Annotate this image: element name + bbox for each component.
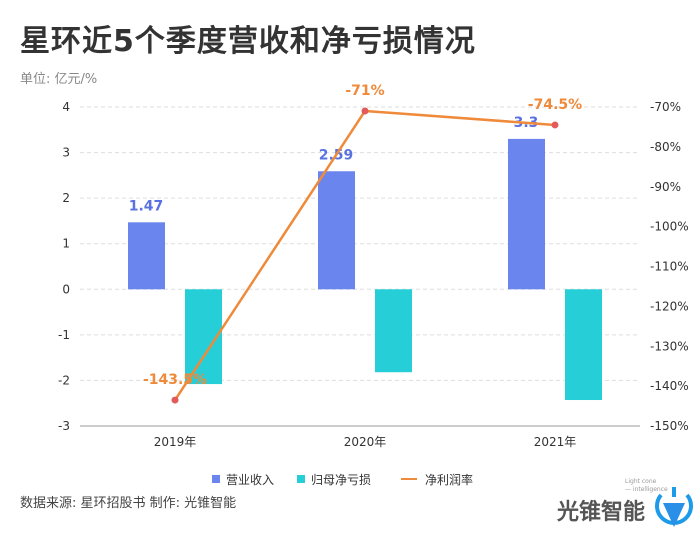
logo: Light cone — intelligence 光锥智能 xyxy=(556,478,693,527)
line-net-margin xyxy=(173,109,556,401)
y-left-tick-label: 1 xyxy=(62,237,70,251)
x-tick-label: 2020年 xyxy=(344,435,387,449)
point-net-margin xyxy=(171,396,179,404)
y-right-tick-label: -110% xyxy=(650,260,689,274)
y-right-tick-label: -140% xyxy=(650,379,689,393)
y-left-tick-label: 4 xyxy=(62,100,70,114)
data-label-net-margin: -74.5% xyxy=(528,97,582,113)
y-right-tick-label: -130% xyxy=(650,339,689,353)
y-right-tick-label: -90% xyxy=(650,180,681,194)
data-label-net-margin: -143.5% xyxy=(143,372,207,388)
y-right-tick-label: -150% xyxy=(650,419,689,433)
bar-revenue xyxy=(508,138,545,290)
y-left-tick-label: -2 xyxy=(58,373,70,387)
logo-wordmark: 光锥智能 xyxy=(556,499,645,525)
y-right-tick-label: -80% xyxy=(650,140,681,154)
bar-revenue xyxy=(318,171,355,290)
y-right-tick-label: -70% xyxy=(650,100,681,114)
bar-net-loss xyxy=(375,289,412,373)
legend-label: 营业收入 xyxy=(226,473,274,487)
chart-title: 星环近5个季度营收和净亏损情况 xyxy=(20,24,476,59)
y-left-tick-label: 0 xyxy=(62,282,70,296)
y-left-tick-label: 2 xyxy=(62,191,70,205)
source-note: 数据来源: 星环招股书 制作: 光锥智能 xyxy=(20,496,237,511)
bar-revenue xyxy=(128,222,165,290)
y-right-tick-label: -120% xyxy=(650,299,689,313)
y-right-tick-label: -100% xyxy=(650,220,689,234)
legend-label: 归母净亏损 xyxy=(311,473,371,487)
bar-net-loss xyxy=(565,289,602,401)
x-tick-label: 2019年 xyxy=(154,435,197,449)
unit-label: 单位: 亿元/% xyxy=(20,72,98,87)
legend-swatch xyxy=(297,475,305,483)
point-net-margin xyxy=(361,107,369,115)
logo-bar-icon xyxy=(672,487,676,497)
legend-label: 净利润率 xyxy=(425,472,473,487)
point-net-margin xyxy=(551,121,559,129)
logo-subtext-line1: Light cone xyxy=(625,478,657,485)
data-label-revenue: 1.47 xyxy=(129,198,164,214)
logo-cone-icon xyxy=(663,503,685,527)
y-left-tick-label: -3 xyxy=(58,419,70,433)
x-tick-label: 2021年 xyxy=(534,435,577,449)
y-left-tick-label: 3 xyxy=(62,146,70,160)
legend-swatch xyxy=(212,475,220,483)
data-label-net-margin: -71% xyxy=(345,83,384,99)
y-left-tick-label: -1 xyxy=(58,328,70,342)
logo-subtext-line2: — intelligence xyxy=(625,486,668,493)
